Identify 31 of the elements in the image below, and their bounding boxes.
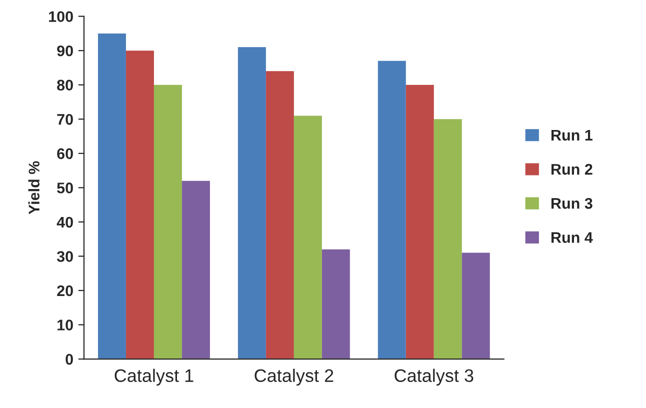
bar bbox=[378, 60, 406, 360]
legend-label: Run 3 bbox=[551, 198, 592, 209]
bar bbox=[294, 116, 322, 360]
bar bbox=[126, 50, 154, 360]
y-tick-label: 60 bbox=[57, 148, 73, 160]
bar bbox=[322, 249, 350, 360]
bar bbox=[462, 252, 490, 360]
y-tick-label: 10 bbox=[58, 320, 73, 330]
y-axis-title: Yield % bbox=[28, 161, 40, 214]
bar bbox=[98, 33, 126, 360]
bar bbox=[406, 84, 434, 360]
x-tick-label: Catalyst 2 bbox=[254, 368, 334, 386]
x-tick-label: Catalyst 1 bbox=[114, 368, 194, 386]
bar bbox=[182, 180, 210, 360]
y-tick-label: 80 bbox=[57, 80, 73, 91]
y-tick-label: 100 bbox=[49, 11, 73, 22]
legend-label: Run 2 bbox=[551, 164, 592, 175]
y-tick-label: 40 bbox=[56, 216, 73, 228]
legend-label: Run 4 bbox=[551, 232, 593, 243]
y-tick-label: 90 bbox=[57, 45, 73, 56]
y-tick-label: 30 bbox=[56, 251, 73, 262]
y-tick-label: 70 bbox=[57, 114, 73, 125]
bar bbox=[154, 84, 182, 360]
y-tick-label: 0 bbox=[66, 354, 73, 365]
bar bbox=[434, 119, 462, 360]
y-tick-label: 20 bbox=[57, 285, 73, 296]
x-tick-label: Catalyst 3 bbox=[394, 368, 474, 386]
y-tick-label: 50 bbox=[57, 182, 73, 194]
legend-label: Run 1 bbox=[551, 130, 592, 141]
bar bbox=[266, 71, 294, 360]
bar bbox=[238, 47, 266, 360]
